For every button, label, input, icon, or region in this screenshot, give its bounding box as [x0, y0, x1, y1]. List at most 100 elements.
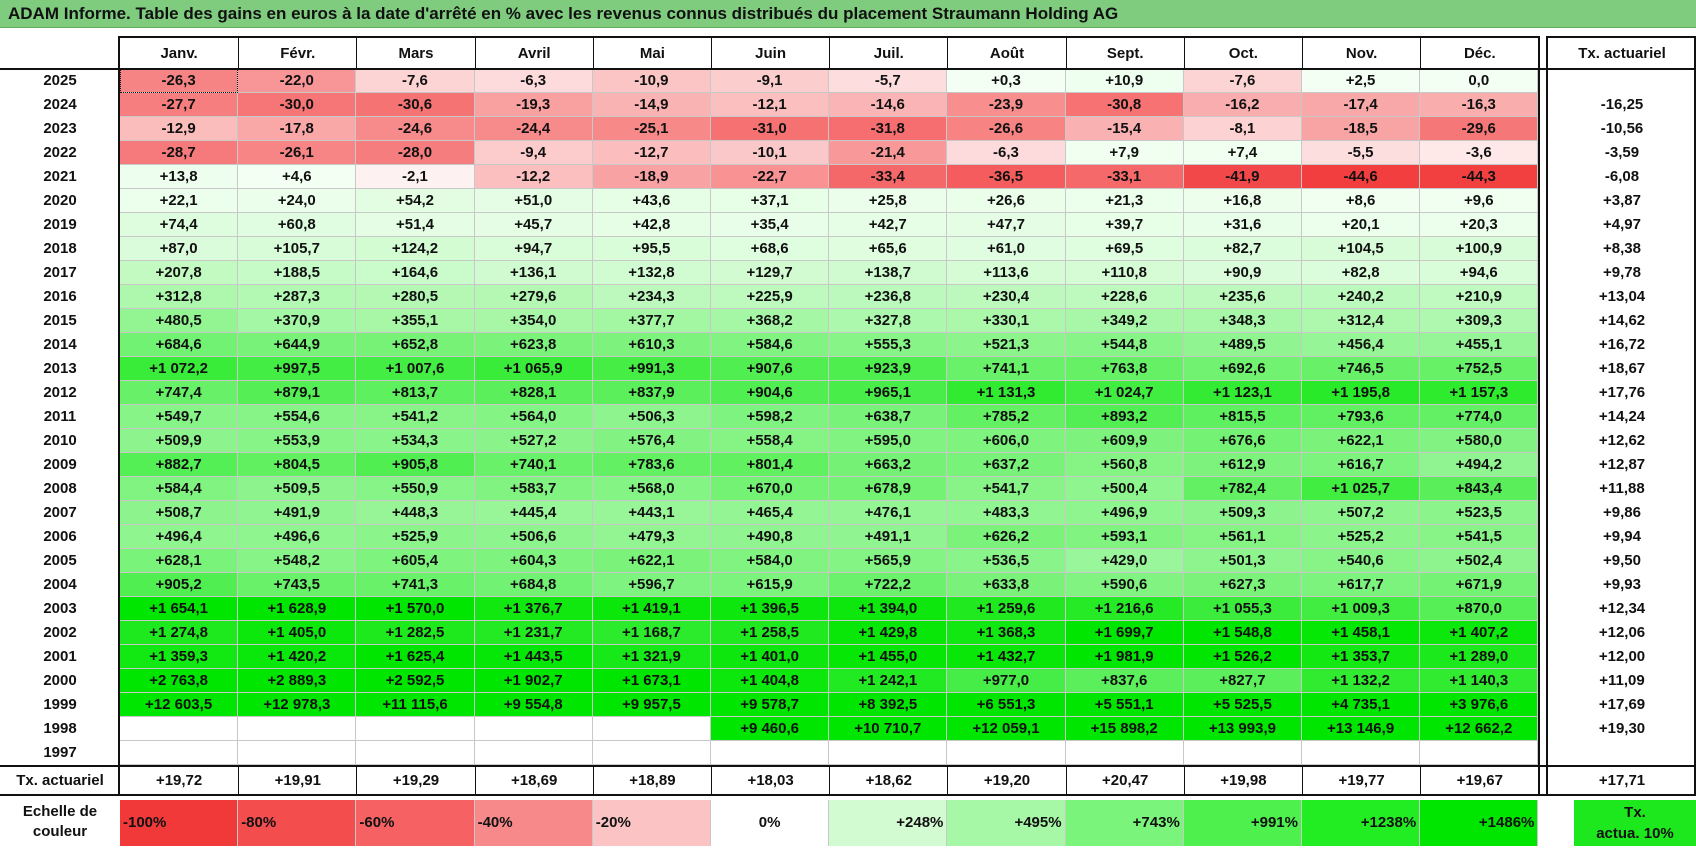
legend-rate-swatch: Tx. actua. 10%: [1574, 800, 1696, 846]
month-gain-cell: +7,4: [1183, 141, 1302, 165]
legend-label-line: Echelle de: [22, 803, 98, 820]
month-gain-cell: -18,5: [1302, 117, 1421, 141]
row-actuarial-rate: +12,06: [1598, 624, 1646, 641]
month-gain-cell: +330,1: [947, 309, 1066, 333]
month-header: Sept.: [1065, 38, 1184, 69]
month-gain-cell: +1 168,7: [592, 621, 711, 645]
month-gain-cell: -27,7: [120, 93, 239, 117]
summary-rate-cell: +19,67: [1420, 767, 1538, 794]
month-gain-cell: +9 957,5: [592, 693, 711, 717]
summary-total-rate: +17,71: [1598, 772, 1646, 789]
month-gain-cell: +553,9: [238, 429, 357, 453]
month-gain-cell: +100,9: [1420, 237, 1539, 261]
month-gain-cell: +1 401,0: [711, 645, 830, 669]
month-gain-cell: +870,0: [1420, 597, 1539, 621]
month-gain-cell: +612,9: [1183, 453, 1302, 477]
row-actuarial-rate: [1548, 741, 1696, 765]
month-gain-cell: +312,4: [1302, 309, 1421, 333]
month-gain-cell: +15 898,2: [1065, 717, 1184, 741]
month-gain-cell: -41,9: [1183, 165, 1302, 189]
month-gain-cell: +584,6: [711, 333, 830, 357]
summary-rate-cell: +19,77: [1302, 767, 1420, 794]
month-gain-cell: -2,1: [356, 165, 475, 189]
month-gain-cell: +2 592,5: [356, 669, 475, 693]
month-gain-cell: +752,5: [1420, 357, 1539, 381]
month-gain-cell: +580,0: [1420, 429, 1539, 453]
month-gain-cell: +12 978,3: [238, 693, 357, 717]
row-actuarial-rate: +11,88: [1599, 480, 1645, 497]
month-gain-cell: +1 009,3: [1302, 597, 1421, 621]
month-gain-cell: +1 242,1: [829, 669, 948, 693]
month-gain-cell: +4,6: [238, 165, 357, 189]
month-gain-cell: +12 603,5: [120, 693, 239, 717]
month-gain-cell: +1 072,2: [120, 357, 239, 381]
month-gain-cell: +827,7: [1183, 669, 1302, 693]
month-gain-cell: +37,1: [711, 189, 830, 213]
row-actuarial-rate: +17,76: [1598, 384, 1646, 401]
legend-swatch: +1486%: [1420, 800, 1539, 846]
month-gain-cell: +740,1: [474, 453, 593, 477]
row-actuarial-rate: +12,62: [1598, 432, 1646, 449]
month-gain-cell: +747,4: [120, 381, 239, 405]
month-gain-cell: +476,1: [829, 501, 948, 525]
month-gain-cell: +136,1: [474, 261, 593, 285]
month-gain-cell: +4 735,1: [1302, 693, 1421, 717]
month-gain-cell: +1 654,1: [120, 597, 239, 621]
month-gain-cell: +576,4: [592, 429, 711, 453]
month-gain-cell: +837,9: [592, 381, 711, 405]
month-gain-cell: -6,3: [474, 69, 593, 93]
year-label: 2011: [43, 408, 77, 425]
year-label: 2003: [43, 600, 77, 617]
month-gain-cell: -22,0: [238, 69, 357, 93]
summary-label: Tx. actuariel: [16, 772, 104, 789]
month-gain-cell: -25,1: [592, 117, 711, 141]
month-gain-cell: +1 282,5: [356, 621, 475, 645]
legend-swatch: +743%: [1065, 800, 1184, 846]
month-gain-cell: +1 407,2: [1420, 621, 1539, 645]
month-gain-cell: +13,8: [120, 165, 239, 189]
month-gain-cell: [238, 741, 357, 765]
month-gain-cell: +815,5: [1183, 405, 1302, 429]
month-gain-cell: +525,9: [356, 525, 475, 549]
month-gain-cell: -12,2: [474, 165, 593, 189]
month-gain-cell: +1 157,3: [1420, 381, 1539, 405]
month-gain-cell: +129,7: [711, 261, 830, 285]
month-gain-cell: +1 443,5: [474, 645, 593, 669]
legend-swatch: +495%: [947, 800, 1066, 846]
month-gain-cell: +1 455,0: [829, 645, 948, 669]
month-gain-cell: +663,2: [829, 453, 948, 477]
summary-rate-cell: +19,91: [238, 767, 356, 794]
month-gain-cell: +13 146,9: [1302, 717, 1421, 741]
month-gain-cell: -16,3: [1420, 93, 1539, 117]
legend-swatch: +1238%: [1302, 800, 1421, 846]
month-header: Juil.: [829, 38, 947, 69]
month-gain-cell: +793,6: [1302, 405, 1421, 429]
month-gain-cell: +51,0: [474, 189, 593, 213]
month-gain-cell: +564,0: [474, 405, 593, 429]
month-gain-cell: +491,9: [238, 501, 357, 525]
month-gain-cell: +1 274,8: [120, 621, 239, 645]
month-gain-cell: +1 625,4: [356, 645, 475, 669]
month-gain-cell: +676,6: [1183, 429, 1302, 453]
month-gain-cell: +508,7: [120, 501, 239, 525]
year-label: 2010: [43, 432, 77, 449]
month-gain-cell: +509,9: [120, 429, 239, 453]
month-gain-cell: +377,7: [592, 309, 711, 333]
month-gain-cell: -36,5: [947, 165, 1066, 189]
row-actuarial-rate: +8,38: [1603, 240, 1641, 257]
month-gain-cell: +1 289,0: [1420, 645, 1539, 669]
month-gain-cell: +882,7: [120, 453, 239, 477]
month-gain-cell: -12,7: [592, 141, 711, 165]
month-gain-cell: +606,0: [947, 429, 1066, 453]
month-gain-cell: +593,1: [1065, 525, 1184, 549]
month-gain-cell: -22,7: [711, 165, 830, 189]
month-gain-cell: [356, 741, 475, 765]
month-gain-cell: +560,8: [1065, 453, 1184, 477]
month-gain-cell: +991,3: [592, 357, 711, 381]
month-gain-cell: -24,6: [356, 117, 475, 141]
month-gain-cell: +228,6: [1065, 285, 1184, 309]
month-gain-cell: +1 420,2: [238, 645, 357, 669]
year-label: 2021: [43, 168, 77, 185]
year-label: 2016: [43, 288, 77, 305]
legend-label-line: couleur: [32, 823, 88, 840]
